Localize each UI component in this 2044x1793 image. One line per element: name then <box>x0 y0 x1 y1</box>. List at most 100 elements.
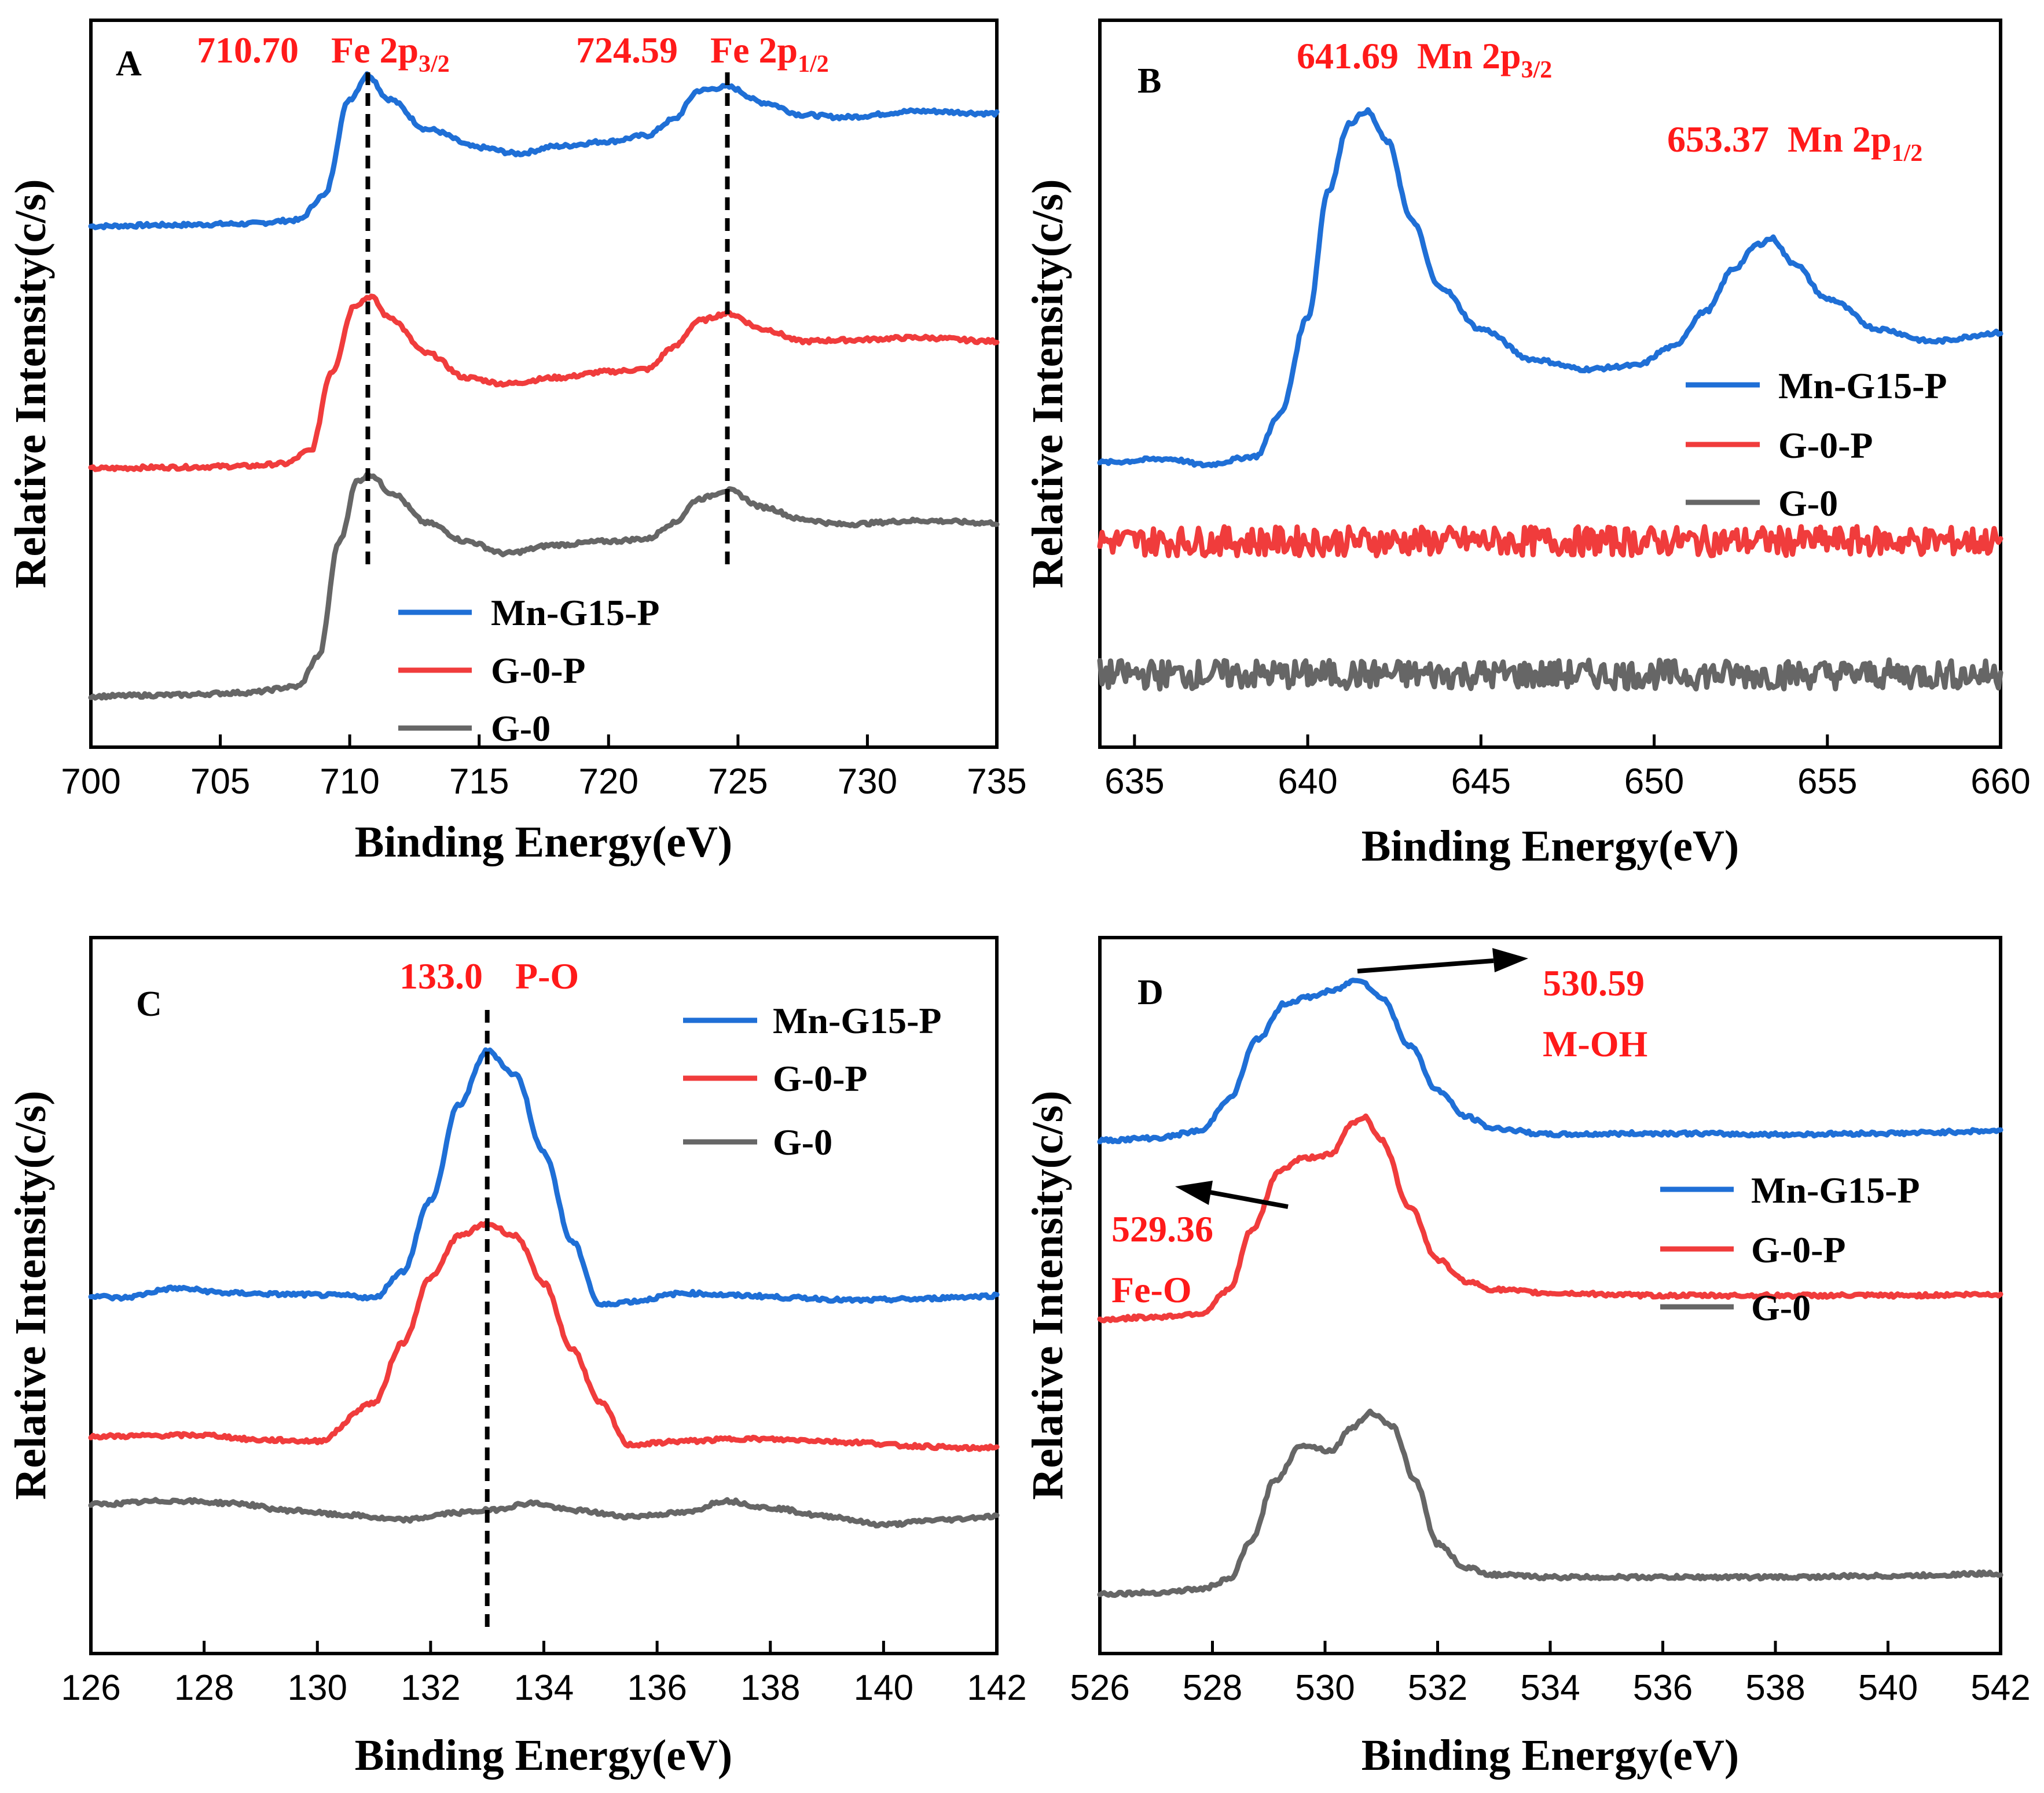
panel-a-series-mn-g15-p <box>88 71 1000 230</box>
panel-b-frame <box>1098 19 2002 749</box>
panel-c-annotation-1-label: P-O <box>515 956 579 997</box>
panel-d-series-g-0-p <box>1097 1113 2003 1324</box>
panel-b-annotation-1-sub: 3/2 <box>1521 57 1553 83</box>
panel-b-x-ticks: 635 640 645 650 655 660 <box>1104 734 2031 802</box>
panel-b-series-mn-g15-p <box>1097 107 2003 469</box>
panel-d-legend-label-1: Mn-G15-P <box>1751 1170 1920 1211</box>
panel-b-annotation-1: 641.69 Mn 2p3/2 <box>1297 35 1552 83</box>
panel-d-legend-label-2: G-0-P <box>1751 1229 1846 1270</box>
panel-b-tick-label-1: 640 <box>1278 762 1337 802</box>
panel-a-frame <box>89 19 999 749</box>
panel-b-annotation-1-value: 641.69 <box>1297 35 1399 76</box>
panel-b-annotation-2-value: 653.37 <box>1667 119 1769 160</box>
panel-b-legend: Mn-G15-P G-0-P G-0 <box>1686 365 1947 524</box>
panel-d-x-axis-label: Binding Energy(eV) <box>1362 1731 1739 1780</box>
panel-b: 635 640 645 650 655 660 B 641.69 Mn 2p3/2 653… <box>1023 19 2031 870</box>
panel-b-tick-label-0: 635 <box>1104 762 1164 802</box>
panel-a-annotation-1: 710.70 Fe 2p3/2 <box>197 30 450 78</box>
panel-d-series-g-0 <box>1097 1408 2003 1598</box>
panel-d-tick-label-8: 542 <box>1970 1668 2030 1708</box>
panel-d-y-axis-label: Relative Intensity(c/s) <box>1023 1090 1072 1500</box>
panel-b-legend-label-2: G-0-P <box>1778 425 1873 466</box>
panel-a-series-layer <box>88 71 1000 701</box>
panel-c-annotation-1: 133.0 P-O <box>399 956 579 997</box>
panel-b-tick-label-2: 645 <box>1451 762 1511 802</box>
panel-c-series-g-0 <box>88 1497 1000 1529</box>
panel-d-annotation-1-value: 530.59 <box>1543 962 1645 1004</box>
panel-b-annotation-2-label: Mn 2p <box>1788 119 1892 160</box>
panel-d-arrow-feo-head <box>1175 1181 1213 1205</box>
panel-b-annotation-1-label: Mn 2p <box>1417 35 1521 76</box>
panel-a-tick-label-5: 725 <box>708 762 768 802</box>
panel-a-x-axis-label: Binding Energy(eV) <box>355 818 732 866</box>
panel-a-annotation-1-sub: 3/2 <box>419 51 450 78</box>
panel-b-series-g-0-p <box>1097 524 2003 559</box>
panel-c-series-layer <box>88 1047 1000 1529</box>
panel-d-tick-label-1: 528 <box>1183 1668 1242 1708</box>
panel-d-tick-label-6: 538 <box>1745 1668 1805 1708</box>
panel-c-x-axis-label: Binding Energy(eV) <box>355 1731 732 1780</box>
panel-b-y-axis-label: Relative Intensity(c/s) <box>1023 179 1072 588</box>
panel-a-series-g-0-p <box>88 293 1000 472</box>
panel-a-annotation-2: 724.59 Fe 2p1/2 <box>576 30 829 78</box>
panel-c-legend-label-1: Mn-G15-P <box>773 1000 942 1041</box>
panel-d-tick-label-4: 534 <box>1520 1668 1580 1708</box>
panel-a-tick-label-4: 720 <box>579 762 638 802</box>
panel-d-tick-label-5: 536 <box>1633 1668 1693 1708</box>
panel-d-legend: Mn-G15-P G-0-P G-0 <box>1660 1170 1920 1328</box>
panel-c: 126 128 130 132 134 136 138 140 142 C 133.0 P-O … <box>6 936 1027 1780</box>
panel-a-tick-label-3: 715 <box>449 762 509 802</box>
panel-d-arrow-feo <box>1209 1190 1289 1209</box>
panel-a-legend-label-1: Mn-G15-P <box>491 592 660 633</box>
panel-c-legend-label-3: G-0 <box>773 1122 832 1163</box>
panel-a-annotation-2-value: 724.59 <box>576 30 678 71</box>
panel-c-letter: C <box>136 984 162 1024</box>
panel-c-series-mn-g15-p <box>88 1047 1000 1308</box>
panel-c-legend-label-2: G-0-P <box>773 1058 868 1099</box>
panel-b-tick-label-5: 660 <box>1970 762 2030 802</box>
panel-d-series-mn-g15-p <box>1097 978 2003 1145</box>
panel-d-legend-label-3: G-0 <box>1751 1287 1811 1328</box>
panel-a-annotation-1-value: 710.70 <box>197 30 299 71</box>
panel-c-tick-label-1: 128 <box>174 1668 234 1708</box>
panel-c-tick-label-2: 130 <box>288 1668 347 1708</box>
panel-c-tick-label-8: 142 <box>967 1668 1026 1708</box>
panel-d-series-layer <box>1097 978 2003 1598</box>
panel-d: 526 528 530 532 534 536 538 540 542 D 530.59 M-O… <box>1023 936 2031 1780</box>
panel-d-tick-label-7: 540 <box>1858 1668 1918 1708</box>
panel-d-annotation-1-label: M-OH <box>1543 1023 1647 1064</box>
panel-a-tick-label-6: 730 <box>838 762 897 802</box>
panel-c-legend: Mn-G15-P G-0-P G-0 <box>683 1000 942 1163</box>
panel-a: 700 705 710 715 720 725 730 735 A 710.70 Fe 2p3… <box>6 19 1027 866</box>
panel-b-legend-label-1: Mn-G15-P <box>1778 365 1947 406</box>
panel-d-x-ticks: 526 528 530 532 534 536 538 540 542 <box>1070 1641 2031 1708</box>
panel-d-tick-label-0: 526 <box>1070 1668 1129 1708</box>
panel-c-series-g-0-p <box>88 1221 1000 1452</box>
panel-d-tick-label-2: 530 <box>1295 1668 1355 1708</box>
panel-d-letter: D <box>1137 973 1164 1012</box>
panel-d-arrow-mohr-head <box>1492 948 1528 972</box>
panel-a-tick-label-1: 705 <box>190 762 250 802</box>
panel-c-tick-label-0: 126 <box>61 1668 120 1708</box>
panel-c-tick-label-7: 140 <box>854 1668 913 1708</box>
panel-a-legend-label-2: G-0-P <box>491 650 586 691</box>
panel-b-series-g-0 <box>1097 657 2003 692</box>
panel-d-annotation-2-value: 529.36 <box>1111 1208 1213 1250</box>
panel-b-tick-label-3: 650 <box>1624 762 1684 802</box>
panel-a-tick-label-2: 710 <box>320 762 379 802</box>
panel-b-legend-label-3: G-0 <box>1778 483 1838 524</box>
panel-a-annotation-1-label: Fe 2p <box>331 30 419 71</box>
panel-a-tick-label-0: 700 <box>61 762 120 802</box>
panel-c-tick-label-6: 138 <box>740 1668 800 1708</box>
panel-a-letter: A <box>116 44 142 83</box>
panel-a-tick-label-7: 735 <box>967 762 1026 802</box>
panel-a-annotation-2-sub: 1/2 <box>798 51 829 78</box>
panel-a-legend-label-3: G-0 <box>491 708 551 749</box>
panel-c-tick-label-5: 136 <box>627 1668 687 1708</box>
panel-c-tick-label-4: 134 <box>514 1668 574 1708</box>
panel-c-annotation-1-value: 133.0 <box>399 956 483 997</box>
panel-b-annotation-2: 653.37 Mn 2p1/2 <box>1667 119 1922 167</box>
panel-b-x-axis-label: Binding Energy(eV) <box>1362 822 1739 870</box>
panel-c-y-axis-label: Relative Intensity(c/s) <box>6 1090 55 1500</box>
